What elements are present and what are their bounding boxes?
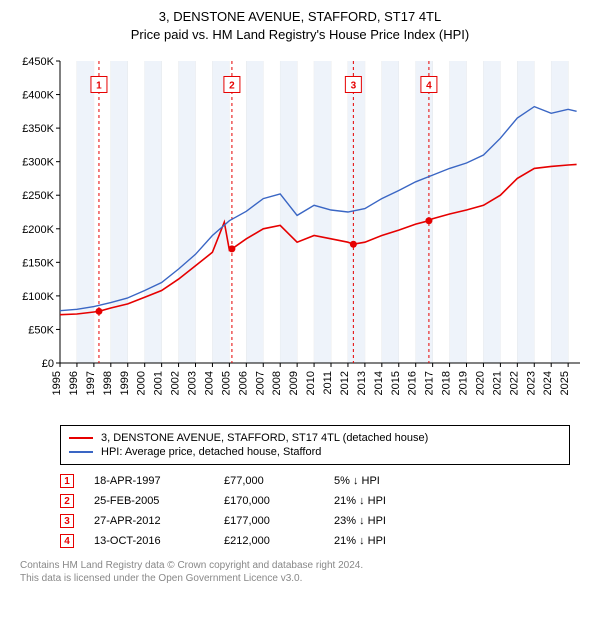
svg-text:£250K: £250K — [22, 190, 54, 202]
svg-text:2013: 2013 — [356, 371, 368, 395]
svg-text:2010: 2010 — [305, 371, 317, 395]
legend-label: 3, DENSTONE AVENUE, STAFFORD, ST17 4TL (… — [101, 432, 428, 444]
sale-marker-box: 1 — [60, 474, 74, 488]
sale-delta: 5% ↓ HPI — [334, 475, 444, 487]
legend-row: 3, DENSTONE AVENUE, STAFFORD, ST17 4TL (… — [69, 431, 561, 445]
title-block: 3, DENSTONE AVENUE, STAFFORD, ST17 4TL P… — [10, 8, 590, 43]
svg-text:2008: 2008 — [271, 371, 283, 395]
svg-text:2006: 2006 — [237, 371, 249, 395]
svg-text:2000: 2000 — [136, 371, 148, 395]
chart-svg: £0 £50K £100K £150K £200K £250K £300K £350K £400… — [10, 49, 590, 419]
sales-row: 2 25-FEB-2005£170,00021% ↓ HPI — [60, 491, 570, 511]
sale-marker-box: 2 — [60, 494, 74, 508]
footer: Contains HM Land Registry data © Crown c… — [20, 559, 580, 585]
sale-date: 27-APR-2012 — [94, 515, 224, 527]
svg-text:£300K: £300K — [22, 157, 54, 169]
svg-text:£400K: £400K — [22, 90, 54, 102]
sale-price: £177,000 — [224, 515, 334, 527]
svg-text:£100K: £100K — [22, 291, 54, 303]
sale-price: £212,000 — [224, 535, 334, 547]
svg-text:1998: 1998 — [102, 371, 114, 395]
svg-text:2005: 2005 — [220, 371, 232, 395]
svg-text:2014: 2014 — [373, 371, 385, 395]
sales-row: 3 27-APR-2012£177,00023% ↓ HPI — [60, 511, 570, 531]
svg-text:4: 4 — [426, 81, 432, 92]
svg-text:£200K: £200K — [22, 224, 54, 236]
svg-text:2020: 2020 — [474, 371, 486, 395]
sale-delta: 21% ↓ HPI — [334, 535, 444, 547]
svg-text:£450K: £450K — [22, 56, 54, 68]
sale-date: 13-OCT-2016 — [94, 535, 224, 547]
price-chart: £0 £50K £100K £150K £200K £250K £300K £350K £400… — [10, 49, 590, 419]
svg-text:2011: 2011 — [322, 371, 334, 395]
svg-text:2002: 2002 — [170, 371, 182, 395]
svg-text:2016: 2016 — [407, 371, 419, 395]
legend: 3, DENSTONE AVENUE, STAFFORD, ST17 4TL (… — [60, 425, 570, 465]
svg-text:1997: 1997 — [85, 371, 97, 395]
legend-swatch — [69, 437, 93, 439]
svg-text:£50K: £50K — [28, 325, 54, 337]
legend-row: HPI: Average price, detached house, Staf… — [69, 445, 561, 459]
svg-text:2025: 2025 — [559, 371, 571, 395]
svg-text:2024: 2024 — [542, 371, 554, 395]
sale-marker-box: 4 — [60, 534, 74, 548]
sale-date: 18-APR-1997 — [94, 475, 224, 487]
sale-date: 25-FEB-2005 — [94, 495, 224, 507]
title-subtitle: Price paid vs. HM Land Registry's House … — [10, 26, 590, 44]
svg-text:2018: 2018 — [441, 371, 453, 395]
sale-price: £77,000 — [224, 475, 334, 487]
svg-text:1999: 1999 — [119, 371, 131, 395]
svg-text:2012: 2012 — [339, 371, 351, 395]
svg-text:£0: £0 — [42, 358, 54, 370]
title-address: 3, DENSTONE AVENUE, STAFFORD, ST17 4TL — [10, 8, 590, 26]
legend-swatch — [69, 451, 93, 453]
svg-text:2003: 2003 — [187, 371, 199, 395]
svg-text:1: 1 — [96, 81, 102, 92]
sales-row: 4 13-OCT-2016£212,00021% ↓ HPI — [60, 531, 570, 551]
svg-text:1995: 1995 — [51, 371, 63, 395]
sale-delta: 23% ↓ HPI — [334, 515, 444, 527]
svg-text:2022: 2022 — [508, 371, 520, 395]
svg-text:2: 2 — [229, 81, 235, 92]
svg-text:2017: 2017 — [424, 371, 436, 395]
svg-text:2021: 2021 — [491, 371, 503, 395]
svg-text:2019: 2019 — [458, 371, 470, 395]
svg-text:2023: 2023 — [525, 371, 537, 395]
footer-line1: Contains HM Land Registry data © Crown c… — [20, 559, 580, 572]
svg-text:£350K: £350K — [22, 123, 54, 135]
svg-text:2007: 2007 — [254, 371, 266, 395]
footer-line2: This data is licensed under the Open Gov… — [20, 572, 580, 585]
svg-text:2004: 2004 — [203, 371, 215, 395]
svg-text:2001: 2001 — [153, 371, 165, 395]
sales-row: 1 18-APR-1997£77,0005% ↓ HPI — [60, 471, 570, 491]
svg-text:2015: 2015 — [390, 371, 402, 395]
svg-text:£150K: £150K — [22, 257, 54, 269]
svg-text:3: 3 — [351, 81, 357, 92]
svg-text:2009: 2009 — [288, 371, 300, 395]
sale-marker-box: 3 — [60, 514, 74, 528]
sales-table: 118-APR-1997£77,0005% ↓ HPI225-FEB-2005£… — [60, 471, 570, 551]
sale-delta: 21% ↓ HPI — [334, 495, 444, 507]
svg-text:1996: 1996 — [68, 371, 80, 395]
legend-label: HPI: Average price, detached house, Staf… — [101, 446, 321, 458]
sale-price: £170,000 — [224, 495, 334, 507]
